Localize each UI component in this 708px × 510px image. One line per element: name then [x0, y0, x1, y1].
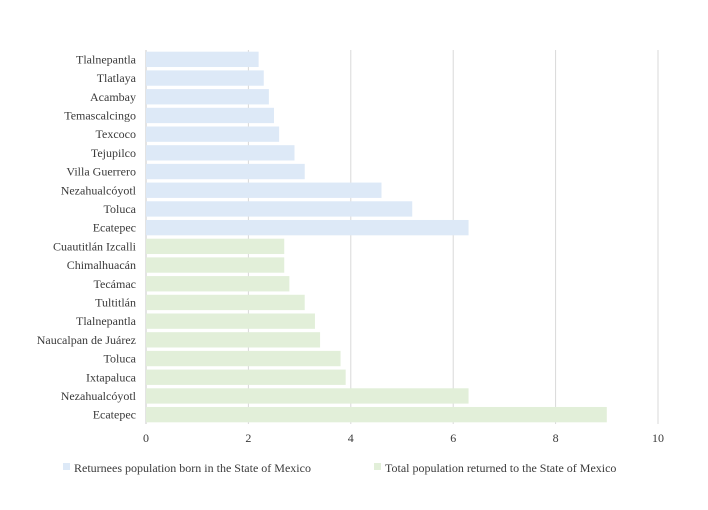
category-label-series1-nezahualcoyotl: Nezahualcóyotl: [61, 389, 137, 403]
category-label-series1-ixtapaluca: Ixtapaluca: [86, 370, 137, 384]
bar-series0-texcoco: [146, 126, 280, 142]
bar-series0-villa-guerrero: [146, 163, 305, 180]
category-label-series1-tecamac: Tecámac: [94, 277, 136, 291]
bar-series1-cuautitlan-izcalli: [146, 238, 285, 255]
category-label-series1-cuautitlan-izcalli: Cuautitlán Izcalli: [53, 239, 137, 253]
legend: Returnees population born in the State o…: [63, 461, 616, 475]
bar-series0-acambay: [146, 89, 269, 105]
category-label-series1-naucalpan-de-juarez: Naucalpan de Juárez: [37, 333, 136, 347]
category-labels: Tlalnepantla Tlatlaya Acambay Temascalcingo…: [37, 52, 137, 421]
category-label-series0-acambay: Acambay: [90, 90, 136, 104]
category-label-series0-villa-guerrero: Villa Guerrero: [66, 165, 136, 179]
x-axis-ticks: 0 2 4 6 8 10: [143, 431, 664, 445]
bar-series1-tecamac: [146, 276, 290, 292]
legend-swatch-returnees-born: [63, 463, 70, 470]
category-label-series1-tlalnepantla: Tlalnepantla: [76, 314, 137, 328]
bar-series1-nezahualcoyotl: [146, 388, 469, 404]
bar-series0-tlalnepantla: [146, 51, 259, 68]
legend-label-returnees-born: Returnees population born in the State o…: [74, 461, 311, 475]
bar-series0-tlatlaya: [146, 70, 264, 86]
bar-series0-ecatepec: [146, 219, 469, 236]
category-label-series0-ecatepec: Ecatepec: [93, 221, 136, 235]
category-label-series0-toluca: Toluca: [104, 202, 137, 216]
category-label-series0-tlalnepantla: Tlalnepantla: [76, 52, 137, 66]
category-label-series1-chimalhuacan: Chimalhuacán: [67, 258, 136, 272]
bar-series0-tejupilco: [146, 145, 295, 161]
bar-series1-toluca: [146, 350, 341, 367]
gridlines: [145, 50, 659, 424]
x-tick-label-8: 8: [553, 431, 559, 445]
x-tick-label-6: 6: [450, 431, 456, 445]
x-tick-label-0: 0: [143, 431, 149, 445]
category-label-series1-tultitlan: Tultitlán: [95, 295, 136, 309]
x-tick-label-4: 4: [348, 431, 354, 445]
bar-series1-tlalnepantla: [146, 313, 315, 329]
bar-series1-tultitlan: [146, 294, 305, 311]
bar-series1-naucalpan-de-juarez: [146, 332, 321, 348]
category-label-series1-toluca: Toluca: [104, 352, 137, 366]
category-label-series0-temascalcingo: Temascalcingo: [64, 108, 136, 122]
bar-series0-temascalcingo: [146, 107, 274, 124]
category-label-series0-nezahualcoyotl: Nezahualcóyotl: [61, 183, 137, 197]
bar-series0-toluca: [146, 201, 413, 217]
bar-series0-nezahualcoyotl: [146, 182, 382, 198]
category-label-series0-tlatlaya: Tlatlaya: [97, 71, 137, 85]
category-label-series1-ecatepec: Ecatepec: [93, 408, 136, 422]
bar-series1-ecatepec: [146, 406, 607, 423]
legend-swatch-total-returned: [374, 463, 381, 470]
x-tick-label-2: 2: [245, 431, 251, 445]
bar-series1-chimalhuacan: [146, 257, 285, 273]
category-label-series0-tejupilco: Tejupilco: [91, 146, 136, 160]
x-tick-label-10: 10: [652, 431, 664, 445]
category-label-series0-texcoco: Texcoco: [96, 127, 136, 141]
legend-label-total-returned: Total population returned to the State o…: [385, 461, 616, 475]
bar-series1-ixtapaluca: [146, 369, 346, 385]
bars: [146, 51, 607, 423]
